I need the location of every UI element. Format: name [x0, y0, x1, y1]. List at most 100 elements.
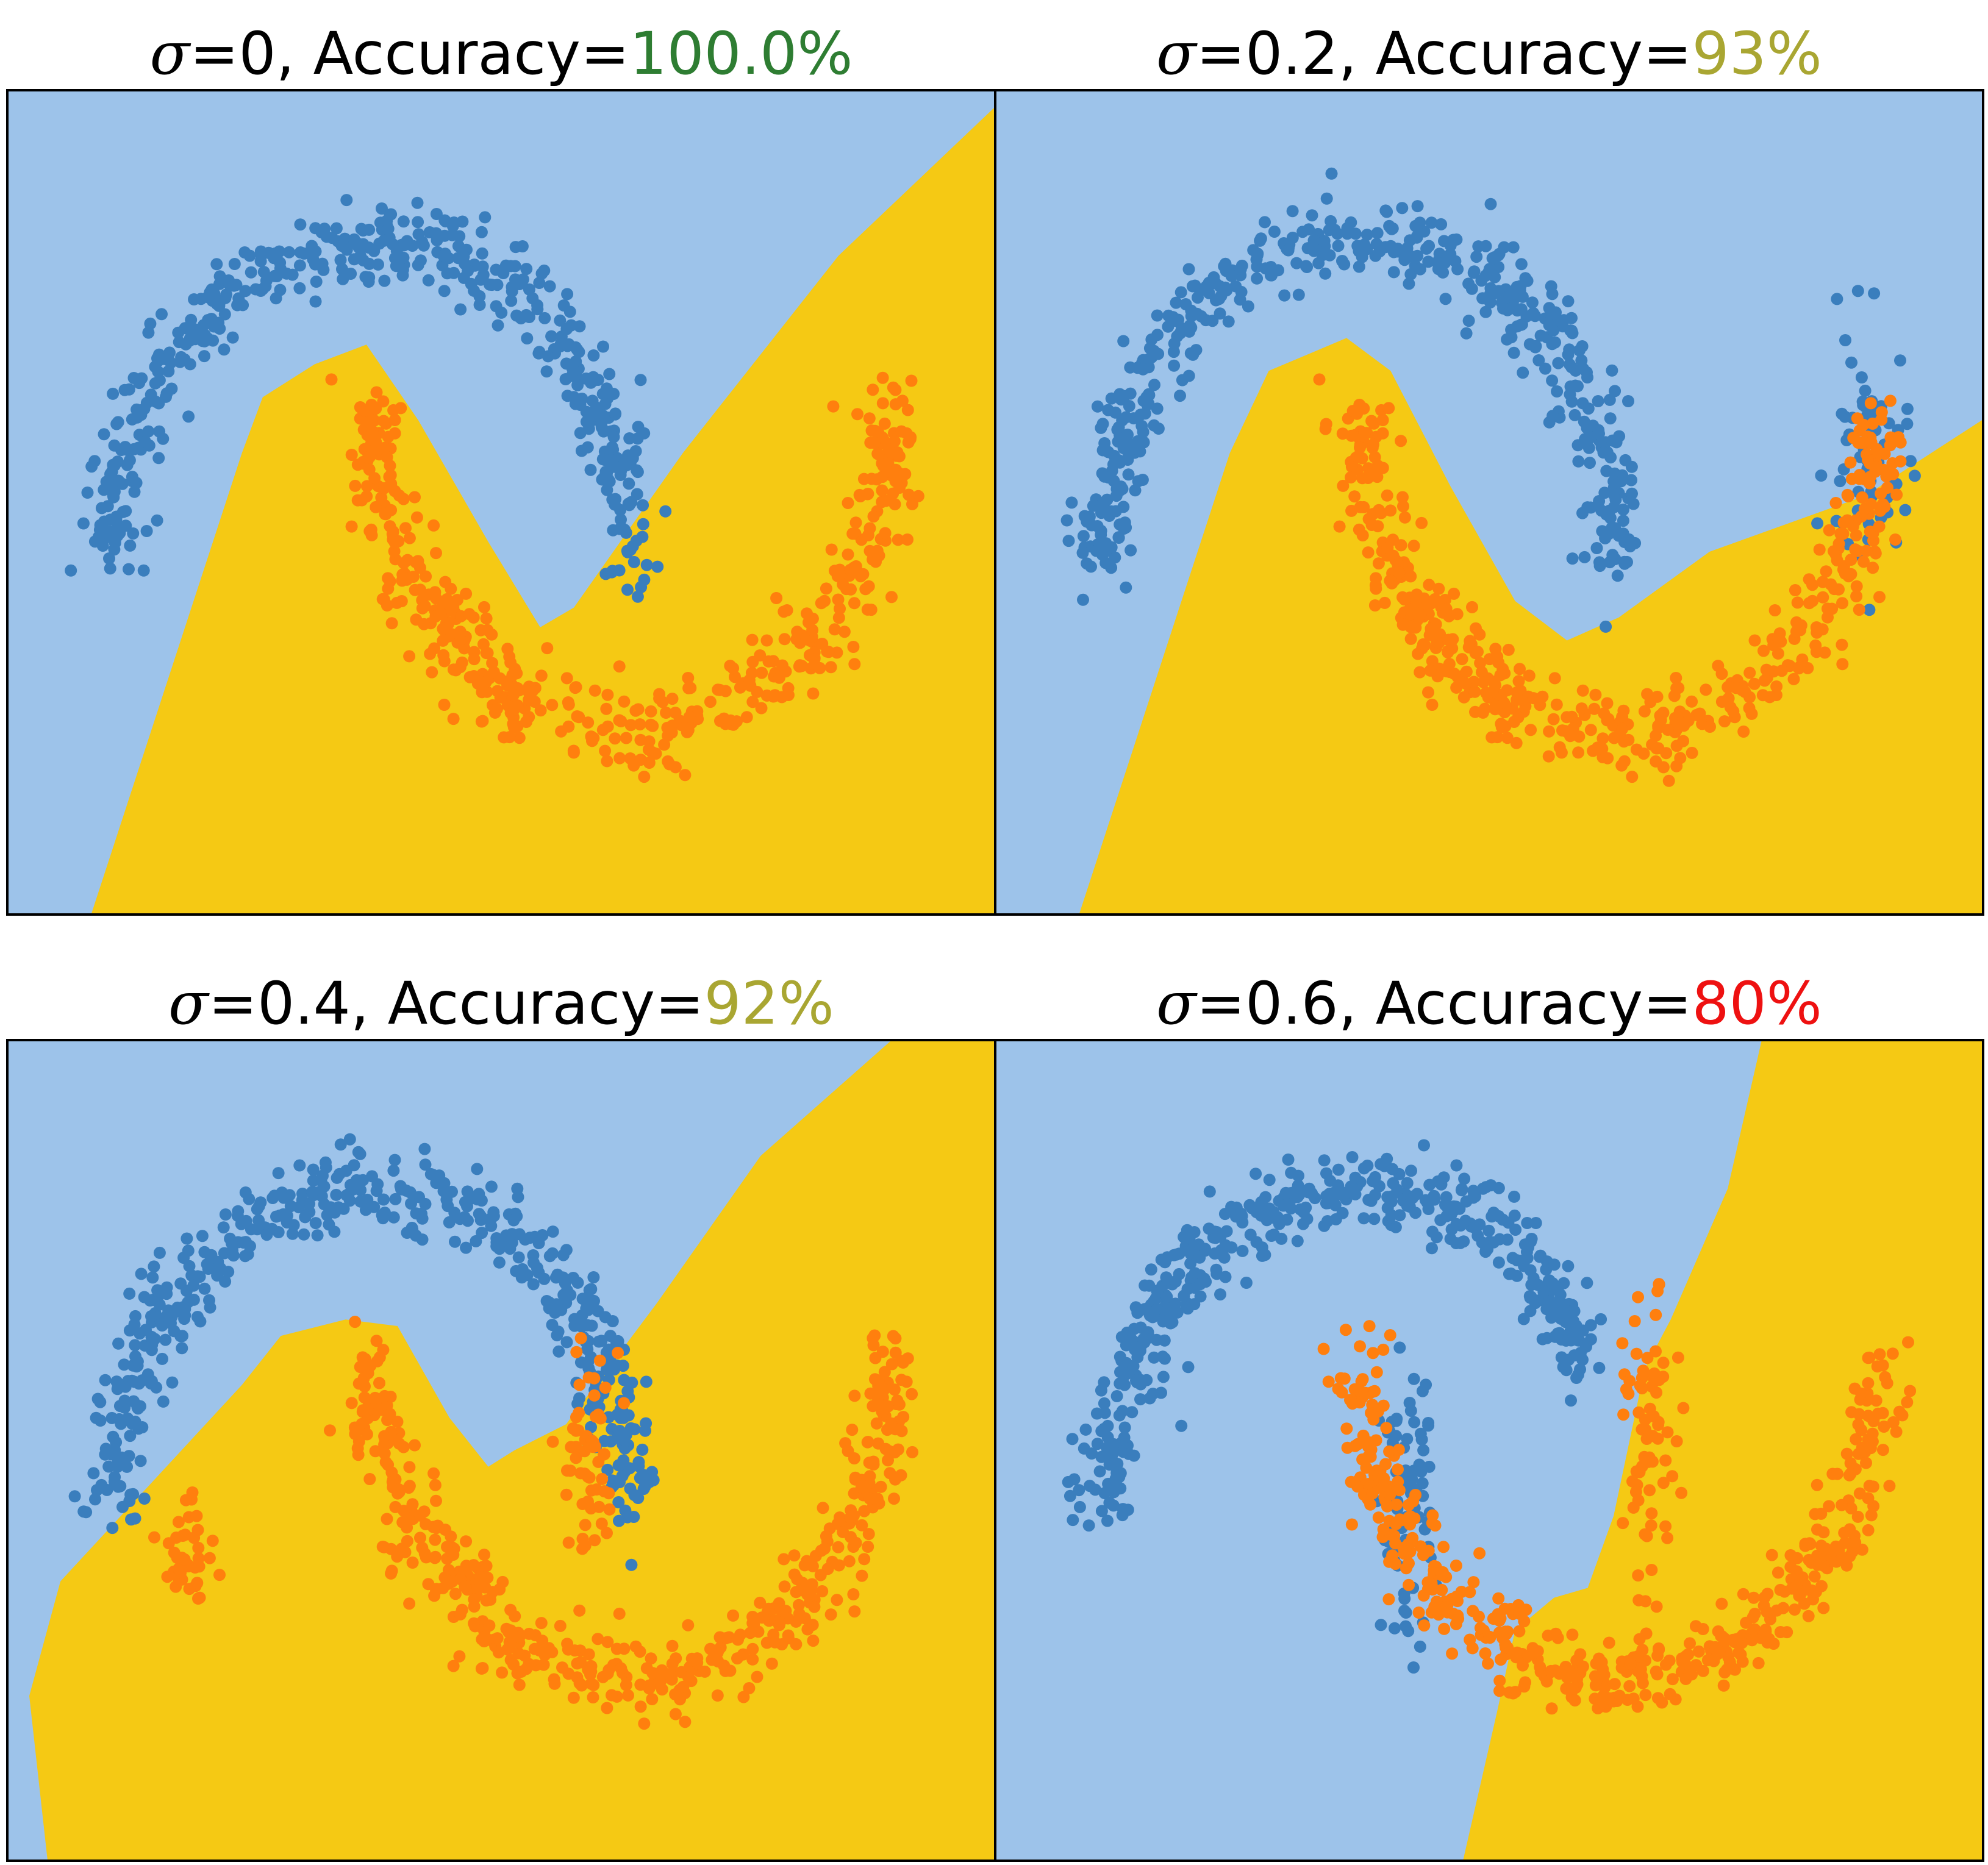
- data-point: [1465, 282, 1478, 295]
- data-point: [390, 596, 403, 609]
- data-point: [1466, 601, 1478, 613]
- data-point: [124, 1488, 137, 1501]
- accuracy-value: 92%: [704, 969, 834, 1038]
- data-point: [1553, 741, 1566, 754]
- data-point: [1709, 1642, 1722, 1655]
- data-point: [554, 314, 567, 327]
- data-point: [889, 498, 901, 511]
- data-point: [320, 1161, 332, 1174]
- data-point: [1062, 535, 1075, 547]
- data-point: [868, 437, 881, 449]
- data-point: [1110, 1467, 1123, 1479]
- data-point: [1860, 1457, 1872, 1469]
- data-point: [1398, 593, 1411, 606]
- data-point: [1855, 1424, 1868, 1436]
- data-point: [538, 264, 551, 277]
- data-point: [804, 662, 817, 675]
- data-point: [1484, 1179, 1497, 1192]
- data-point: [1484, 1631, 1496, 1644]
- data-point: [1351, 407, 1364, 420]
- data-point: [1432, 1608, 1445, 1621]
- data-point: [1505, 331, 1518, 344]
- data-point: [419, 1197, 432, 1210]
- data-point: [1704, 721, 1716, 733]
- data-point: [540, 365, 553, 378]
- data-point: [1664, 1688, 1676, 1700]
- data-point: [1863, 1441, 1876, 1453]
- data-point: [1457, 691, 1470, 704]
- data-point: [378, 1430, 391, 1442]
- data-point: [824, 661, 837, 674]
- data-point: [613, 1607, 626, 1620]
- data-point: [512, 1251, 525, 1264]
- data-point: [682, 1671, 695, 1683]
- data-point: [820, 582, 832, 595]
- data-point: [1839, 334, 1851, 346]
- data-point: [123, 383, 135, 396]
- data-point: [485, 1180, 498, 1193]
- data-point: [842, 497, 854, 509]
- data-point: [1073, 1484, 1085, 1497]
- data-point: [192, 1541, 205, 1554]
- data-point: [1381, 1500, 1393, 1513]
- data-point: [1437, 266, 1450, 279]
- data-point: [1318, 1154, 1331, 1167]
- data-point: [549, 1271, 562, 1284]
- data-point: [427, 1467, 440, 1480]
- data-point: [1468, 685, 1481, 698]
- data-point: [135, 1268, 148, 1280]
- data-point: [1098, 1397, 1110, 1410]
- data-point: [306, 1186, 319, 1198]
- data-point: [1493, 1627, 1506, 1639]
- data-point: [1692, 1645, 1705, 1658]
- data-point: [1495, 721, 1508, 733]
- data-point: [1847, 432, 1860, 444]
- data-point: [1185, 304, 1198, 317]
- data-point: [368, 1200, 381, 1213]
- data-point: [1507, 241, 1520, 254]
- data-point: [1442, 633, 1455, 646]
- data-point: [510, 309, 523, 322]
- data-point: [370, 402, 382, 415]
- data-point: [1116, 414, 1129, 427]
- data-point: [1565, 395, 1578, 408]
- data-point: [414, 1532, 426, 1544]
- data-point: [193, 1271, 206, 1283]
- data-point: [1351, 1480, 1364, 1493]
- data-point: [1194, 1278, 1207, 1291]
- data-point: [1353, 260, 1365, 273]
- data-point: [669, 707, 682, 719]
- data-point: [1626, 487, 1638, 500]
- data-point: [488, 706, 501, 719]
- data-point: [1546, 410, 1559, 423]
- data-point: [191, 1577, 204, 1589]
- data-point: [534, 704, 547, 717]
- data-point: [1575, 702, 1588, 715]
- data-point: [429, 1533, 442, 1546]
- data-point: [1412, 647, 1425, 660]
- data-point: [1116, 1509, 1129, 1522]
- data-point: [1746, 1634, 1759, 1647]
- data-point: [383, 471, 396, 483]
- data-point: [628, 555, 640, 568]
- data-point: [666, 1639, 679, 1652]
- data-point: [863, 544, 876, 557]
- data-point: [1715, 668, 1728, 680]
- data-point: [1411, 249, 1424, 262]
- data-point: [824, 1608, 837, 1621]
- data-point: [1686, 746, 1698, 759]
- data-point: [1368, 599, 1381, 612]
- data-point: [326, 232, 338, 244]
- scatter-plot-1: [9, 91, 994, 913]
- data-point: [1670, 672, 1682, 684]
- data-point: [1617, 515, 1629, 527]
- data-point: [1659, 1520, 1672, 1533]
- data-point: [1737, 1588, 1750, 1600]
- data-point: [1412, 1606, 1425, 1619]
- data-point: [1099, 557, 1112, 569]
- data-point: [1384, 1329, 1396, 1341]
- data-point: [874, 1480, 887, 1493]
- data-point: [1540, 1303, 1553, 1316]
- data-point: [807, 687, 820, 700]
- data-point: [737, 1691, 750, 1703]
